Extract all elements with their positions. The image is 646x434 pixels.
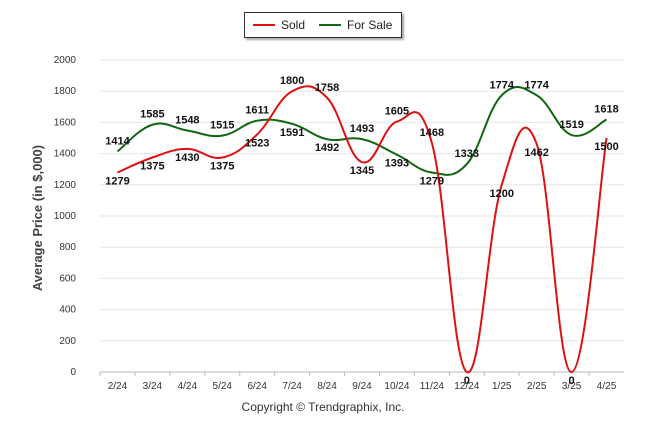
- for-sale-data-label: 1493: [350, 123, 374, 135]
- sold-data-label: 1279: [105, 175, 129, 187]
- grid-lines: [100, 59, 624, 373]
- for-sale-data-label: 1333: [455, 148, 479, 160]
- legend-item-for-sale[interactable]: For Sale: [319, 18, 392, 32]
- sold-data-label: 1375: [210, 161, 234, 173]
- y-axis-title: Average Price (in $,000): [30, 145, 45, 291]
- y-tick-label: 400: [59, 305, 76, 316]
- sold-data-label: 1523: [245, 137, 269, 149]
- data-labels: 1279 1375 1430 1375 1523 1800 1758 1345 1605 1468…: [105, 75, 619, 387]
- legend-item-sold[interactable]: Sold: [253, 18, 305, 32]
- y-tick-label: 1400: [54, 149, 77, 160]
- for-sale-data-label: 1774: [489, 79, 514, 91]
- sold-data-label: 1200: [489, 188, 513, 200]
- for-sale-data-label: 1611: [245, 105, 269, 117]
- legend-label-sold: Sold: [281, 18, 306, 32]
- sold-data-label: 0: [464, 375, 470, 387]
- sold-data-label: 1468: [420, 127, 444, 139]
- for-sale-data-label: 1519: [559, 119, 583, 131]
- for-sale-data-label: 1393: [385, 158, 409, 170]
- x-tick-label: 11/24: [420, 381, 445, 392]
- y-tick-label: 800: [59, 242, 76, 253]
- series-lines: [116, 85, 608, 374]
- for-sale-data-label: 1515: [210, 120, 234, 132]
- sold-data-label: 1605: [385, 106, 409, 118]
- x-tick-label: 3/25: [562, 381, 582, 392]
- x-tick-label: 9/24: [352, 381, 372, 392]
- y-tick-label: 1000: [54, 211, 77, 222]
- x-tick-label: 3/24: [143, 381, 163, 392]
- for-sale-data-label: 1774: [524, 79, 549, 91]
- legend-label-for-sale: For Sale: [347, 18, 393, 32]
- axes: 0 200 400 600 800 1000 1200 1400 1600 1800 2000 2/2…: [54, 55, 624, 392]
- x-tick-label: 6/24: [247, 381, 267, 392]
- x-tick-label: 10/24: [384, 381, 409, 392]
- sold-data-label: 1345: [350, 165, 374, 177]
- for-sale-data-label: 1492: [315, 142, 339, 154]
- y-tick-label: 1600: [54, 117, 77, 128]
- x-tick-label: 4/25: [597, 381, 617, 392]
- for-sale-data-label: 1618: [594, 104, 618, 116]
- for-sale-swatch: [319, 24, 342, 26]
- sold-swatch: [253, 24, 275, 26]
- for-sale-line: [116, 86, 608, 176]
- y-tick-label: 1800: [54, 86, 77, 97]
- y-tick-label: 200: [59, 336, 76, 347]
- sold-data-label: 1758: [315, 82, 339, 94]
- y-tick-label: 0: [70, 367, 76, 378]
- sold-data-label: 1800: [280, 75, 304, 87]
- legend: Sold For Sale: [244, 12, 402, 38]
- for-sale-data-label: 1585: [140, 109, 164, 121]
- x-tick-label: 7/24: [282, 381, 302, 392]
- copyright-credit: Copyright © Trendgraphix, Inc.: [241, 400, 405, 414]
- sold-data-label: 1430: [175, 152, 199, 164]
- x-tick-label: 12/24: [454, 381, 479, 392]
- x-tick-label: 5/24: [213, 381, 233, 392]
- x-tick-label: 1/25: [492, 381, 512, 392]
- y-tick-label: 1200: [54, 180, 77, 191]
- for-sale-data-label: 1548: [175, 115, 199, 127]
- sold-data-label: 1375: [140, 161, 164, 173]
- sold-data-label: 1462: [524, 147, 548, 159]
- x-tick-label: 4/24: [178, 381, 198, 392]
- x-tick-label: 8/24: [317, 381, 337, 392]
- for-sale-data-label: 1591: [280, 127, 304, 139]
- sold-data-label: 1500: [594, 141, 618, 153]
- sold-data-label: 0: [569, 375, 575, 387]
- sold-line: [117, 85, 608, 374]
- for-sale-data-label: 1279: [420, 175, 444, 187]
- x-tick-label: 2/24: [108, 381, 128, 392]
- y-tick-label: 600: [59, 273, 76, 284]
- x-tick-label: 2/25: [527, 381, 547, 392]
- y-tick-label: 2000: [54, 55, 77, 66]
- for-sale-data-label: 1414: [105, 135, 130, 147]
